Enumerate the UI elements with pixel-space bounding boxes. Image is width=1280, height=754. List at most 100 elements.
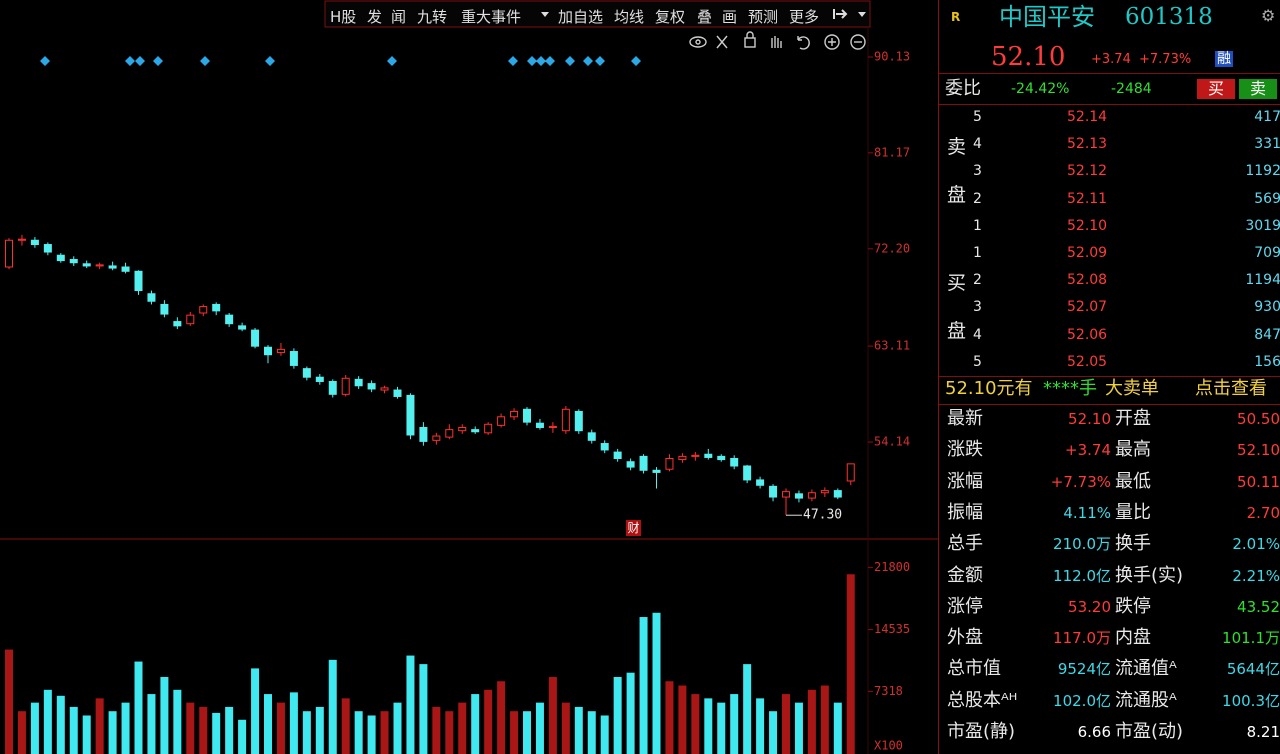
candle-body [289, 351, 298, 366]
volume-bar [121, 702, 130, 754]
book-level: 3 [973, 163, 982, 180]
toolbar-item[interactable]: 重大事件 [461, 8, 522, 26]
toolbar-item[interactable]: 叠 [697, 8, 713, 26]
toolbar-item[interactable]: 发 [367, 8, 383, 26]
event-markers [40, 56, 641, 66]
stat-label: 开盘 [1115, 408, 1151, 429]
toolbar-item[interactable]: 均线 [614, 8, 645, 26]
candle-body [160, 303, 169, 315]
volume-bar [730, 694, 739, 754]
big-order: 大卖单 [1105, 378, 1159, 399]
book-side: 卖 [947, 136, 967, 158]
book-price: 52.13 [1067, 136, 1108, 153]
candle-body [328, 380, 337, 395]
settings[interactable]: ⚙ [1261, 6, 1276, 25]
expand-icon[interactable] [833, 9, 848, 19]
toolbar-item[interactable]: 闻 [391, 8, 407, 26]
y-tick-label: 90.13 [874, 49, 910, 63]
ratio-diff: -2484 [1111, 81, 1152, 97]
candle-body [497, 416, 506, 426]
volume-bar [5, 649, 13, 754]
toolbar-item[interactable]: 画 [722, 8, 738, 26]
volume-tick-label: 21800 [874, 560, 910, 574]
stat-label: 最低 [1115, 470, 1151, 492]
volume-tick-label: 7318 [874, 684, 903, 698]
candle-body [5, 239, 13, 268]
toolbar-item[interactable]: 复权 [655, 8, 686, 26]
candle-body [276, 348, 285, 354]
book-level: 4 [973, 326, 982, 343]
stat-label: 换手(实) [1115, 564, 1184, 586]
candle-body [82, 263, 91, 267]
candle-body [561, 408, 570, 432]
volume-bar [302, 711, 311, 754]
candle-body [704, 453, 713, 458]
candle-body [30, 239, 39, 246]
candle-body [199, 306, 208, 314]
ratio-pct: -24.42% [1011, 81, 1070, 97]
volume-bar [43, 689, 52, 754]
price: 52.10 [991, 42, 1066, 72]
volume-bar [846, 574, 855, 754]
book-level: 5 [973, 109, 982, 125]
stat-value: 117.0万 [1053, 629, 1111, 648]
candle-body [782, 491, 790, 498]
candle-body [445, 429, 454, 438]
volume-bar [199, 706, 208, 754]
book-price: 52.12 [1067, 163, 1108, 180]
candle-body [458, 426, 467, 432]
toolbar-item[interactable]: H股 [330, 8, 357, 26]
book-volume: 156 [1254, 353, 1280, 370]
book-price: 52.14 [1067, 109, 1108, 125]
finance-marker: 财 [627, 521, 639, 535]
candle-body [678, 455, 687, 461]
book-volume: 1194 [1245, 272, 1280, 289]
sell-button[interactable]: 卖 [1239, 79, 1277, 99]
book-price: 52.05 [1067, 353, 1108, 370]
volume-bar [639, 617, 648, 754]
tool-icons[interactable] [689, 31, 866, 50]
toolbar-item[interactable]: 预测 [748, 8, 779, 26]
chart: 90.13 81.17 72.20 63.11 54.14 47.30 财 21800 1453… [0, 0, 938, 754]
book-price: 52.08 [1067, 272, 1108, 289]
stat-value: 2.21% [1232, 566, 1280, 585]
book-side: 盘 [947, 184, 967, 206]
stat-label: 流通值ᴬ [1115, 658, 1177, 680]
volume-bar [820, 685, 829, 754]
candle-body [43, 244, 52, 253]
toolbar-item[interactable]: 九转 [417, 8, 448, 26]
volume-bar [561, 702, 570, 754]
book-volume: 417 [1254, 109, 1280, 125]
toolbar-item[interactable]: 加自选 [558, 8, 604, 26]
candle-body [626, 461, 635, 468]
stat-value: 100.3亿 [1222, 691, 1280, 710]
stat-value: +3.74 [1065, 441, 1111, 460]
candle-body [341, 377, 350, 395]
stat-value: 6.66 [1077, 723, 1111, 741]
stat-value: 2.01% [1232, 535, 1280, 554]
stat-label: 换手 [1115, 533, 1151, 555]
candle-body [95, 264, 104, 267]
candle-body [548, 425, 557, 428]
candle-body [225, 314, 234, 325]
volume-bar [665, 681, 674, 754]
buy-button[interactable]: 买 [1197, 79, 1235, 99]
stat-label: 最高 [1115, 439, 1151, 461]
candle-body [717, 455, 726, 461]
stat-label: 涨幅 [947, 470, 983, 492]
volume-bar [419, 664, 428, 754]
volume-bar [173, 689, 182, 754]
toolbar-item[interactable]: 更多 [789, 8, 820, 26]
stat-value: 112.0亿 [1053, 566, 1111, 585]
book-price: 52.07 [1067, 299, 1108, 316]
y-tick-label: 81.17 [874, 145, 910, 159]
book-price: 52.10 [1067, 217, 1108, 234]
volume-bar [406, 655, 415, 754]
stat-value: 8.21 [1246, 723, 1280, 741]
candle-body [639, 455, 648, 471]
volume-bar [510, 711, 519, 754]
candle-body [691, 454, 700, 457]
candle-body [484, 423, 493, 434]
big-order[interactable]: 点击查看 [1195, 378, 1267, 399]
